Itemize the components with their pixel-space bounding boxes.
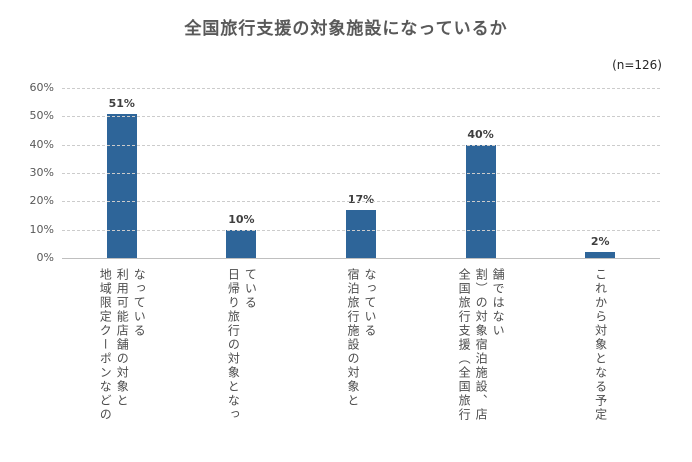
gridline-30% [62, 173, 660, 174]
y-tick-label-50%: 50% [29, 109, 54, 123]
category-label-1: 地域限定クーポンなどの 利用可能店舗の対象と なっている [62, 268, 182, 458]
category-label-line: ている [243, 268, 258, 310]
bar-column-3: 17% [301, 88, 421, 258]
y-tick-label-10%: 10% [29, 222, 54, 236]
category-label-3: 宿泊旅行施設の対象と なっている [301, 268, 421, 458]
bar-column-2: 10% [182, 88, 302, 258]
sample-size-label: (n=126) [612, 58, 662, 72]
category-label-5: これから対象となる予定 [540, 268, 660, 458]
gridline-60% [62, 88, 660, 89]
plot-area: 51% 10% 17% 40% 2% [62, 88, 660, 259]
bar-value-label: 2% [590, 235, 610, 249]
category-label-4: 全国旅行支援（全国旅行 割）の対象宿泊施設、店 舗ではない [421, 268, 541, 458]
bar [585, 252, 616, 258]
bar-value-label: 10% [228, 212, 255, 226]
category-label-line: 地域限定クーポンなどの [98, 268, 113, 422]
y-tick-label-20%: 20% [29, 194, 54, 208]
bar-value-label: 17% [347, 192, 375, 206]
y-tick-label-60%: 60% [29, 81, 54, 94]
category-label-2: 日帰り旅行の対象となっ ている [182, 268, 302, 458]
bar [106, 113, 137, 258]
bar [345, 209, 376, 258]
category-label-line: 全国旅行支援（全国旅行 [457, 268, 472, 422]
category-label-line: なっている [362, 268, 377, 338]
gridline-10% [62, 229, 660, 231]
bar-column-5: 2% [540, 88, 660, 258]
category-label-line: 割）の対象宿泊施設、店 [474, 268, 489, 422]
y-tick-label-30%: 30% [29, 166, 54, 179]
gridline-50% [62, 116, 660, 118]
bar [226, 229, 257, 258]
gridline-20% [62, 201, 660, 203]
x-axis-labels: 地域限定クーポンなどの 利用可能店舗の対象と なっている 日帰り旅行の対象となっ ている… [62, 268, 660, 458]
bar-column-1: 51% [62, 88, 182, 258]
category-label-line: 日帰り旅行の対象となっ [226, 268, 241, 422]
category-label-line: 舗ではない [491, 268, 506, 338]
bar-value-label: 40% [467, 127, 494, 141]
gridline-40% [62, 144, 660, 146]
chart-title: 全国旅行支援の対象施設になっているか [184, 19, 508, 39]
category-label-line: 利用可能店舗の対象と [115, 268, 130, 408]
category-label-line: なっている [132, 268, 147, 338]
category-label-line: これから対象となる予定 [593, 268, 608, 422]
y-axis: 0% 10% 20% 30% 40% 50% 60% [6, 81, 54, 264]
y-tick-label-40%: 40% [29, 137, 54, 151]
bar-value-label: 51% [108, 96, 135, 110]
y-tick-label-0%: 0% [36, 251, 54, 264]
category-label-line: 宿泊旅行施設の対象と [345, 268, 360, 408]
